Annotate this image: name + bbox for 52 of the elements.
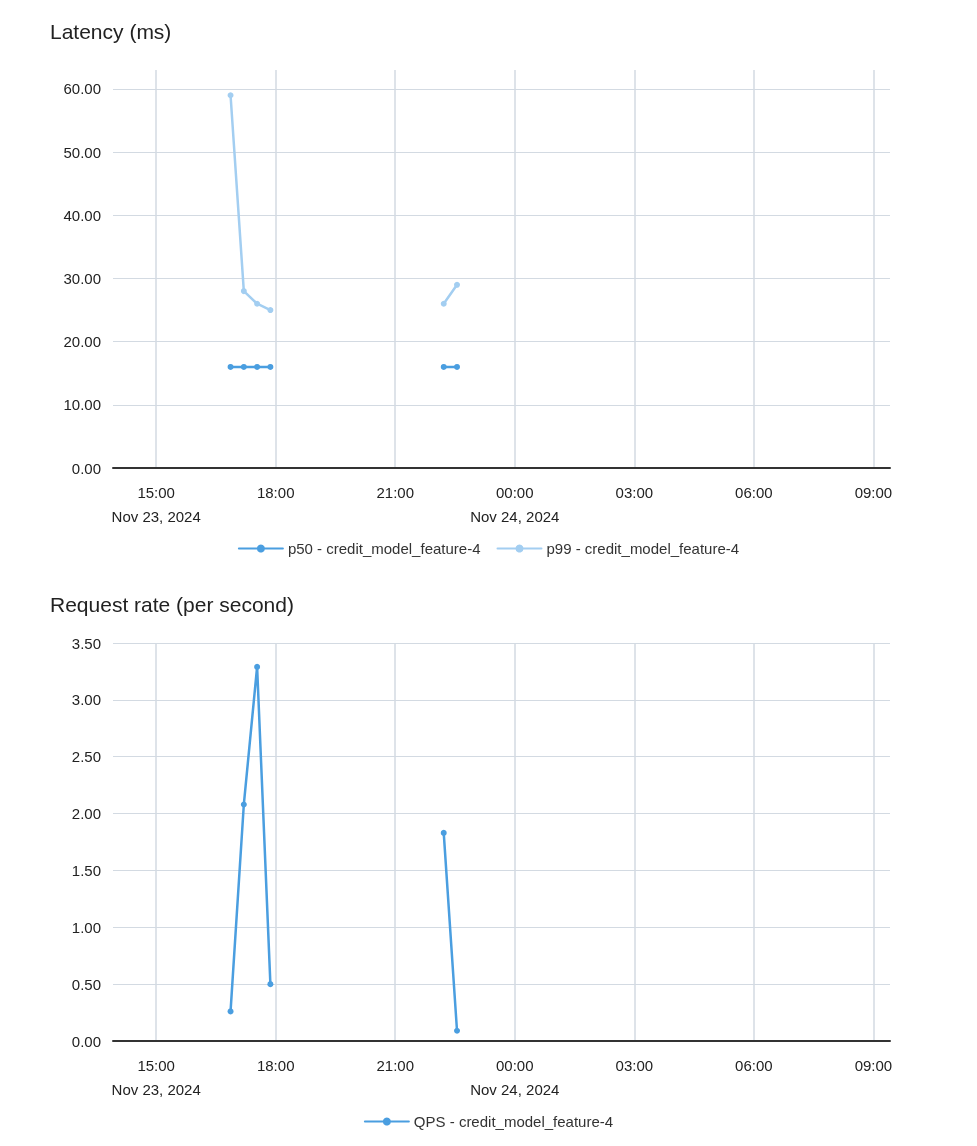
y-tick-label: 2.50 [71, 748, 101, 766]
point [454, 281, 461, 288]
point [240, 801, 247, 808]
point [254, 363, 261, 370]
y-tick-label: 20.00 [63, 333, 101, 351]
chart-title: Latency (ms) [50, 20, 172, 43]
y-tick-label: 0.00 [71, 459, 101, 477]
y-tick-label: 30.00 [63, 269, 101, 287]
x-tick-label: 21:00 [376, 483, 415, 501]
y-tick-label: 0.50 [71, 975, 101, 993]
point [254, 300, 261, 307]
point [454, 363, 461, 370]
x-tick-label: 09:00 [854, 1056, 893, 1074]
x-tick-label: 00:00 Nov 24, 2024 [470, 1056, 560, 1098]
y-tick-label: 10.00 [63, 396, 101, 414]
y-tick-label: 40.00 [63, 206, 101, 224]
y-tick-label: 3.00 [71, 691, 101, 709]
legend-label: QPS - credit_model_feature-4 [413, 1113, 614, 1130]
legend-label: p99 - credit_model_feature-4 [546, 540, 740, 557]
point [440, 829, 447, 836]
x-tick-label: 06:00 [735, 483, 773, 501]
legend-label: p50 - credit_model_feature-4 [287, 540, 481, 557]
point [227, 92, 234, 99]
x-tick-label: 18:00 [256, 483, 295, 501]
point [254, 663, 261, 670]
x-tick-label: 21:00 [376, 1056, 415, 1074]
x-tick-label: 00:00 Nov 24, 2024 [470, 483, 560, 525]
y-tick-label: 50.00 [63, 143, 101, 161]
point [267, 363, 274, 370]
y-tick-label: 1.00 [71, 918, 101, 936]
y-tick-label: 60.00 [63, 80, 101, 98]
y-tick-label: 3.50 [71, 634, 101, 652]
x-tick-label: 06:00 [735, 1056, 773, 1074]
point [240, 363, 247, 370]
y-tick-label: 1.50 [71, 861, 101, 879]
x-tick-label: 15:00 Nov 23, 2024 [111, 483, 201, 525]
x-tick-label: 15:00 Nov 23, 2024 [111, 1056, 201, 1098]
point [240, 288, 247, 295]
point [440, 363, 447, 370]
x-tick-label: 03:00 [615, 1056, 654, 1074]
point [227, 1008, 234, 1015]
x-tick-label: 18:00 [256, 1056, 295, 1074]
x-tick-label: 03:00 [615, 483, 654, 501]
y-tick-label: 2.00 [71, 805, 101, 823]
chart-title: Request rate (per second) [50, 593, 294, 616]
x-tick-label: 09:00 [854, 483, 893, 501]
point [440, 300, 447, 307]
point [267, 307, 274, 314]
y-tick-label: 0.00 [71, 1032, 101, 1050]
point [454, 1027, 461, 1034]
point [227, 363, 234, 370]
point [267, 981, 274, 988]
